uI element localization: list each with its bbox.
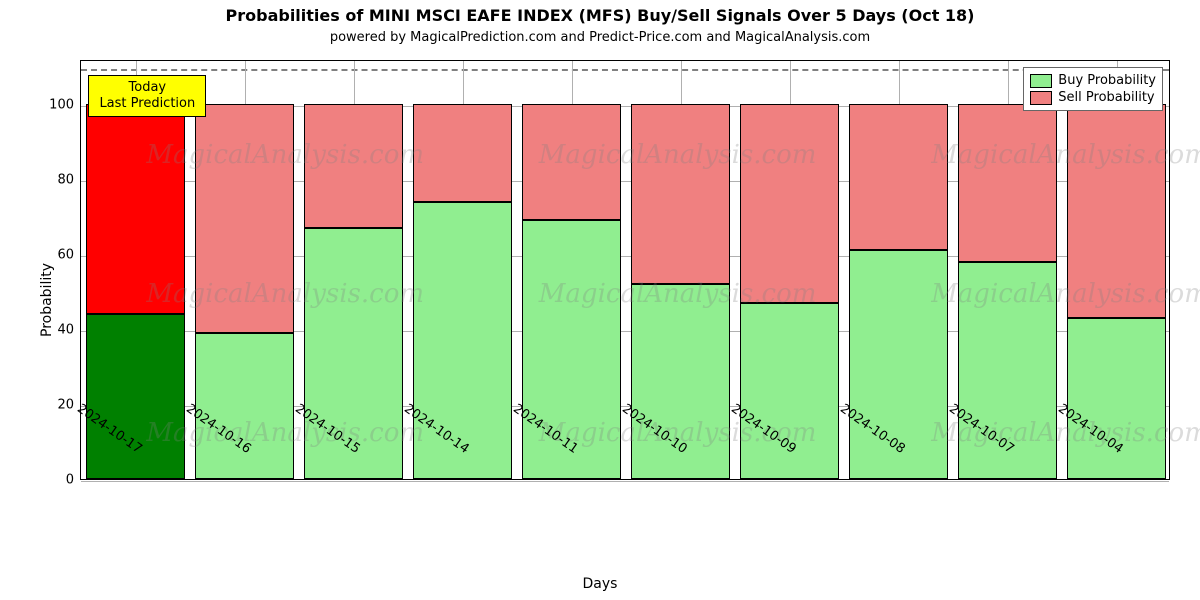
y-tick-label: 0: [34, 473, 74, 488]
legend: Buy Probability Sell Probability: [1023, 67, 1163, 111]
gridline-horizontal: [81, 481, 1169, 482]
x-axis-label: Days: [0, 576, 1200, 592]
y-tick-label: 20: [34, 398, 74, 413]
bar-sell: [631, 104, 729, 284]
legend-swatch: [1030, 74, 1052, 88]
y-tick-label: 100: [34, 98, 74, 113]
bar-sell: [1067, 104, 1165, 318]
legend-item: Buy Probability: [1030, 72, 1156, 89]
y-tick-label: 60: [34, 248, 74, 263]
bar-sell: [86, 104, 184, 314]
bar-sell: [849, 104, 947, 250]
legend-swatch: [1030, 91, 1052, 105]
legend-label: Buy Probability: [1058, 73, 1156, 88]
bar-sell: [304, 104, 402, 228]
bar-sell: [958, 104, 1056, 262]
bar-sell: [522, 104, 620, 220]
y-tick-label: 40: [34, 323, 74, 338]
legend-label: Sell Probability: [1058, 90, 1154, 105]
legend-item: Sell Probability: [1030, 89, 1156, 106]
chart-subtitle: powered by MagicalPrediction.com and Pre…: [0, 30, 1200, 45]
today-annotation: TodayLast Prediction: [88, 75, 206, 118]
y-tick-label: 80: [34, 173, 74, 188]
bar-sell: [740, 104, 838, 303]
chart-title: Probabilities of MINI MSCI EAFE INDEX (M…: [0, 6, 1200, 25]
annotation-line1: Today: [99, 80, 195, 96]
annotation-line2: Last Prediction: [99, 96, 195, 112]
bar-sell: [195, 104, 293, 333]
chart-container: Probabilities of MINI MSCI EAFE INDEX (M…: [0, 0, 1200, 600]
bar-sell: [413, 104, 511, 202]
